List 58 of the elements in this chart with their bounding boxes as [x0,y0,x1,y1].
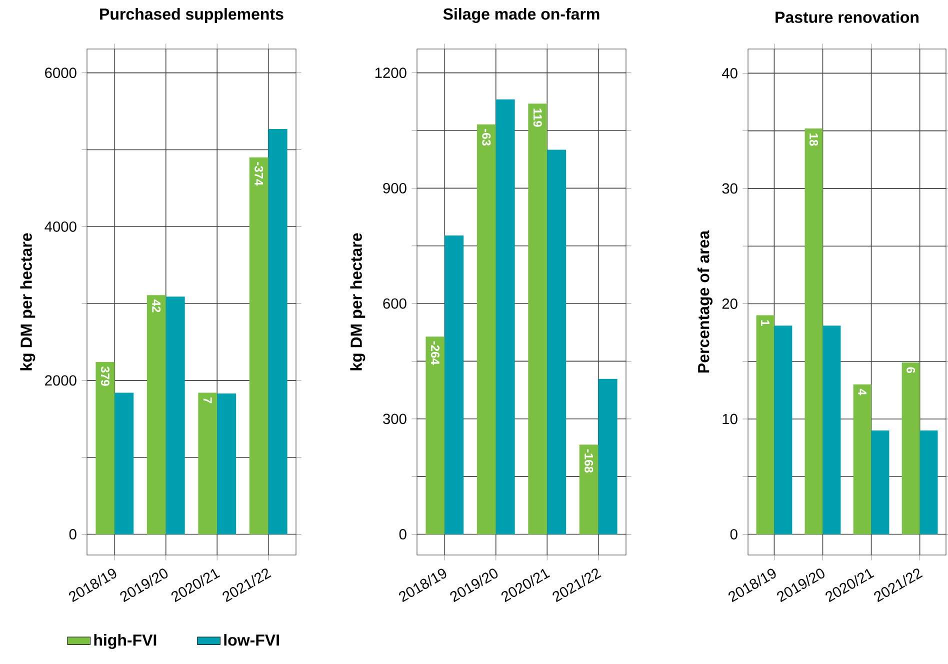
bar [598,378,618,534]
bar [853,384,872,534]
y-tick-label: 1200 [375,68,406,78]
y-tick-label: 0 [399,529,406,540]
y-tick-label: 0 [69,529,76,540]
bar [920,430,938,534]
annotation: 18 [810,134,818,146]
y-tick-label: 40 [722,68,738,78]
y-tick-label: 10 [722,414,738,424]
bar [444,235,464,534]
annotation: 4 [858,388,866,396]
y-tick-label: 900 [383,183,406,194]
bar [426,336,445,534]
y-tick-label: 0 [730,529,738,540]
y-tick-label: 2000 [45,375,76,386]
y-tick-label: 20 [722,298,738,309]
y-tick-label: 4000 [44,221,76,232]
bar [249,157,268,534]
y-axis-title: Percentage of area [698,230,712,373]
bar [547,150,566,534]
annotation: 379 [100,366,110,386]
bar [528,104,548,534]
bar [496,99,515,534]
y-tick-label: 300 [383,414,406,424]
bar [774,326,792,534]
bar [902,362,920,534]
chart-title: Purchased supplements [100,8,284,23]
chart-title: Silage made on-farm [443,8,600,23]
bar [579,444,598,534]
annotation: 1 [761,320,770,326]
annotation: -264 [430,341,440,365]
y-tick-label: 6000 [45,68,76,78]
annotation: -168 [584,449,594,473]
annotation: 7 [204,398,212,404]
annotation: 42 [152,300,161,312]
bar [114,392,134,534]
legend-label: low-FVI [224,634,279,646]
annotation: -63 [482,129,491,146]
bar [871,430,890,534]
annotation: 119 [533,108,542,127]
bar [804,128,823,534]
chart-title: Pasture renovation [776,11,918,23]
bar [217,394,236,534]
y-axis-title: kg DM per hectare [350,233,366,370]
y-axis-title: kg DM per hectare [20,233,36,370]
bar [822,326,841,534]
bar [166,296,185,534]
bar [756,315,774,534]
y-tick-label: 600 [383,298,406,309]
bar [476,124,496,534]
y-tick-label: 30 [722,183,738,194]
bar [146,295,166,534]
bar [96,362,115,534]
bar [268,128,288,534]
annotation: -374 [254,162,264,186]
bar [198,392,218,534]
annotation: 6 [906,367,916,374]
legend-label: high-FVI [94,634,156,649]
